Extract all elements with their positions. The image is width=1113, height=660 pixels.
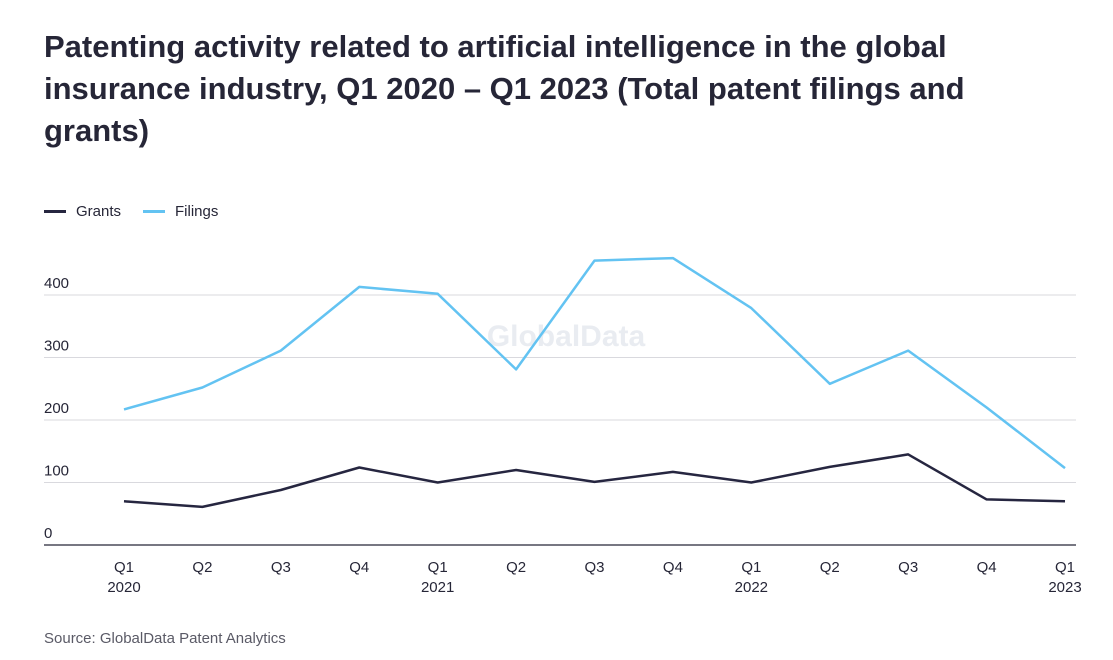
x-tick-label: Q3 <box>271 559 291 576</box>
legend-swatch-grants <box>44 210 66 213</box>
legend-swatch-filings <box>143 210 166 213</box>
x-tick-label: Q2 <box>820 559 840 576</box>
x-tick-label: Q1 <box>741 559 761 576</box>
legend-label-filings: Filings <box>175 203 219 220</box>
x-tick-label: Q2 <box>506 559 526 576</box>
source-note: Source: GlobalData Patent Analytics <box>44 630 286 647</box>
x-tick-label: Q1 <box>428 559 448 576</box>
x-tick-year-label: 2022 <box>735 579 768 596</box>
y-tick-label: 400 <box>44 275 69 292</box>
legend-item-filings: Filings <box>143 203 218 220</box>
series-lines <box>123 256 1066 509</box>
y-axis-ticks: 0 100 200 300 400 <box>44 275 69 542</box>
x-tick-year-label: 2023 <box>1048 579 1081 596</box>
x-tick-label: Q4 <box>977 559 997 576</box>
x-tick-label: Q1 <box>1055 559 1075 576</box>
x-tick-label: Q3 <box>898 559 918 576</box>
gridlines <box>44 294 1076 546</box>
x-tick-label: Q3 <box>584 559 604 576</box>
y-tick-label: 300 <box>44 338 69 355</box>
chart-legend: Grants Filings <box>44 203 240 220</box>
chart-title: Patenting activity related to artificial… <box>44 29 965 148</box>
x-tick-label: Q4 <box>663 559 683 576</box>
x-tick-year-label: 2021 <box>421 579 454 596</box>
y-tick-label: 0 <box>44 525 52 542</box>
x-tick-label: Q2 <box>192 559 212 576</box>
y-tick-label: 100 <box>44 463 69 480</box>
legend-label-grants: Grants <box>76 203 122 220</box>
series-line-filings <box>123 256 1066 470</box>
x-tick-label: Q4 <box>349 559 369 576</box>
x-tick-label: Q1 <box>114 559 134 576</box>
y-tick-label: 200 <box>44 400 69 417</box>
x-axis-ticks: Q1 2020 Q2 Q3 Q4 Q1 2021 Q2 Q3 Q4 Q1 2022 Q2 Q3 Q4 Q1 20… <box>107 559 1081 596</box>
series-line-grants <box>123 453 1066 509</box>
watermark-text: GlobalData <box>487 320 646 353</box>
x-tick-year-label: 2020 <box>107 579 140 596</box>
legend-item-grants: Grants <box>44 203 121 220</box>
